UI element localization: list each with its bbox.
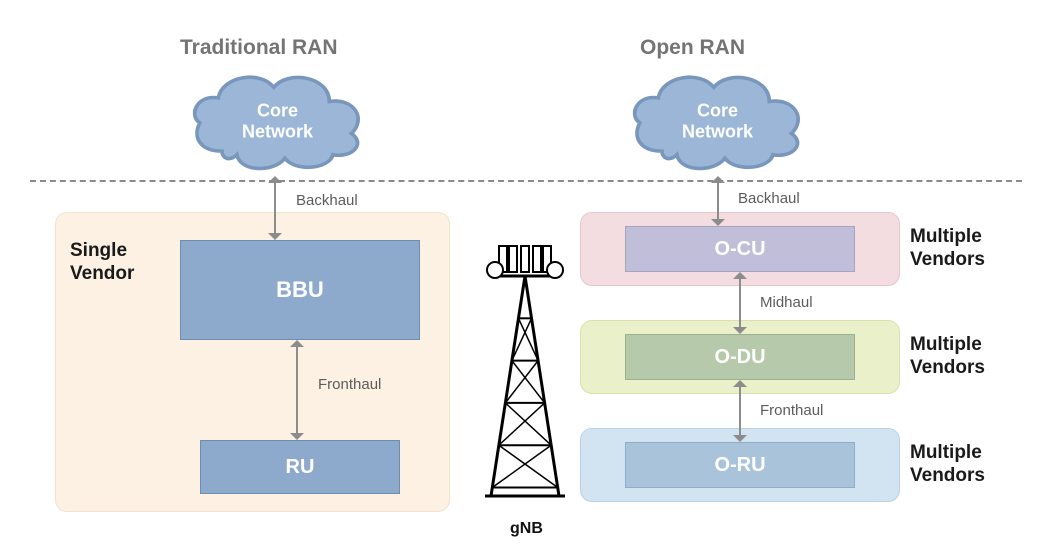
gnb-label: gNB [510,520,543,538]
gnb-tower-icon [470,230,580,500]
odu-vendor-label: MultipleVendors [910,334,985,380]
ran-comparison-diagram: Traditional RAN Open RAN CoreNetwork Cor… [0,0,1052,556]
label-right-midhaul: Midhaul [760,294,813,311]
label-left-fronthaul: Fronthaul [318,376,381,393]
cloud-core-network-right: CoreNetwork [625,66,810,176]
node-bbu: BBU [180,240,420,340]
node-oru: O-RU [625,442,855,488]
node-oru-label: O-RU [714,454,765,477]
node-odu-label: O-DU [714,346,765,369]
oru-vendor-label: MultipleVendors [910,442,985,488]
node-bbu-label: BBU [276,277,324,303]
cloud-core-network-left: CoreNetwork [185,66,370,176]
ocu-vendor-label: MultipleVendors [910,226,985,272]
arrow-right-backhaul [711,176,725,226]
cloud-label-left: CoreNetwork [242,100,313,141]
arrow-right-midhaul [733,272,747,334]
arrow-left-backhaul [268,176,282,240]
arrow-left-fronthaul [290,340,304,440]
single-vendor-label: SingleVendor [70,240,134,286]
label-right-fronthaul: Fronthaul [760,402,823,419]
title-traditional-ran: Traditional RAN [180,36,338,60]
divider-line [30,180,1022,182]
title-open-ran: Open RAN [640,36,745,60]
label-right-backhaul: Backhaul [738,190,800,207]
node-ocu: O-CU [625,226,855,272]
node-ocu-label: O-CU [714,238,765,261]
arrow-right-fronthaul [733,380,747,442]
node-ru: RU [200,440,400,494]
label-left-backhaul: Backhaul [296,192,358,209]
node-ru-label: RU [286,456,315,479]
node-odu: O-DU [625,334,855,380]
cloud-label-right: CoreNetwork [682,100,753,141]
